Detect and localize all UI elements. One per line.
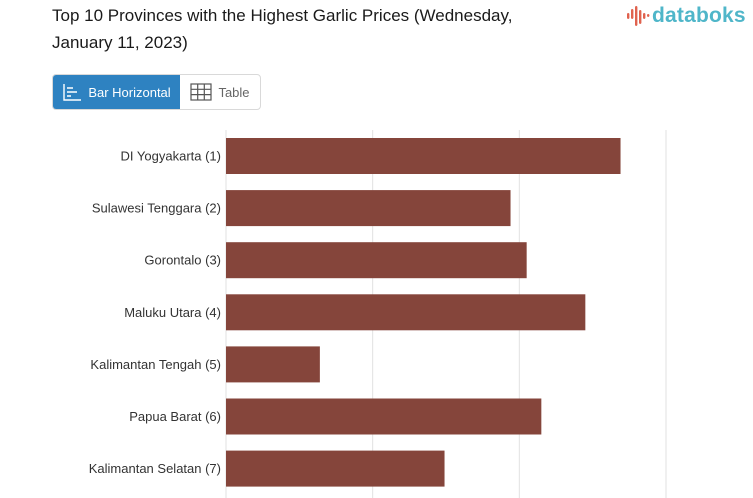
bar-horizontal-button[interactable]: Bar Horizontal bbox=[53, 75, 180, 109]
bar[interactable] bbox=[226, 242, 527, 279]
bar[interactable] bbox=[226, 450, 445, 487]
databoks-logo[interactable]: databoks bbox=[626, 3, 746, 29]
category-label: DI Yogyakarta (1) bbox=[121, 149, 221, 164]
category-labels: DI Yogyakarta (1) Sulawesi Tenggara (2) Go… bbox=[89, 149, 221, 477]
category-label: Maluku Utara (4) bbox=[124, 305, 221, 320]
table-label: Table bbox=[218, 84, 250, 100]
bar[interactable] bbox=[226, 398, 542, 435]
chart-title-line-2: January 11, 2023) bbox=[52, 33, 188, 52]
databoks-logo-icon bbox=[627, 6, 650, 26]
bar[interactable] bbox=[226, 346, 320, 383]
view-toggle: Bar Horizontal Table bbox=[52, 74, 261, 110]
bar[interactable] bbox=[226, 190, 511, 227]
chart-title-line-1: Top 10 Provinces with the Highest Garlic… bbox=[52, 6, 513, 25]
table-icon bbox=[190, 83, 213, 101]
chart-title: Top 10 Provinces with the Highest Garlic… bbox=[52, 2, 612, 56]
category-label: Kalimantan Tengah (5) bbox=[90, 357, 221, 372]
bar-horizontal-label: Bar Horizontal bbox=[88, 84, 171, 100]
table-button[interactable]: Table bbox=[180, 75, 260, 109]
bars bbox=[226, 138, 621, 487]
databoks-logo-text: databoks bbox=[652, 4, 746, 27]
category-label: Papua Barat (6) bbox=[129, 409, 221, 424]
bar[interactable] bbox=[226, 138, 621, 174]
category-label: Kalimantan Selatan (7) bbox=[89, 461, 221, 476]
category-label: Gorontalo (3) bbox=[144, 253, 221, 268]
bar-chart-icon bbox=[63, 84, 82, 101]
bar[interactable] bbox=[226, 294, 586, 331]
category-label: Sulawesi Tenggara (2) bbox=[92, 201, 221, 216]
